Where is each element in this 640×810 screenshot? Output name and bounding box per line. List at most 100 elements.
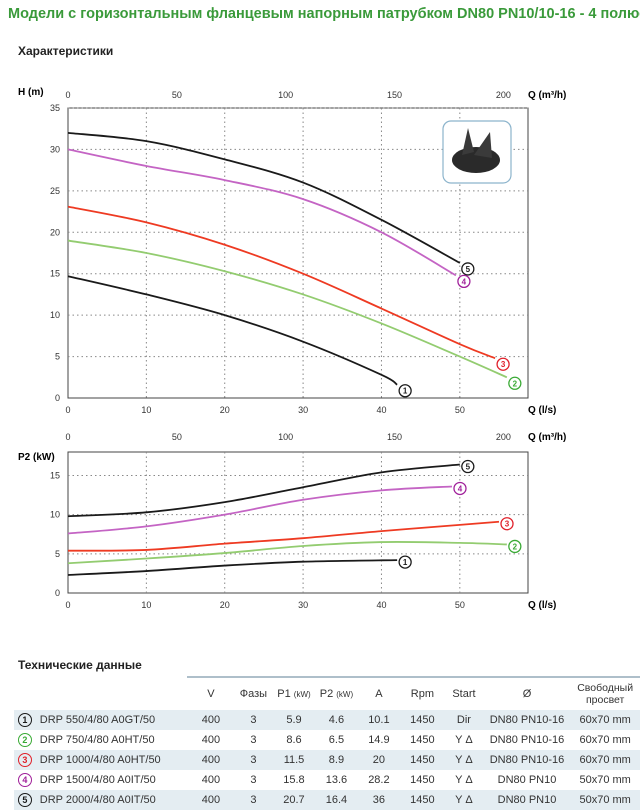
cell-d: DN80 PN10-16 [483, 710, 571, 730]
table-header: V Фазы P1 (kW) P2 (kW) A Rpm Start Ø Сво… [14, 676, 640, 710]
cell-p2: 6.5 [328, 734, 345, 746]
x-tick-label: 0 [65, 405, 70, 415]
cell-model: DRP 1000/4/80 A0HT/50 [35, 750, 188, 770]
cell-model: DRP 1500/4/80 A0IT/50 [39, 774, 156, 786]
series-line-4 [67, 148, 457, 277]
x2-tick-label: 0 [65, 432, 70, 442]
x2-tick-label: 150 [387, 432, 402, 442]
col-p2: P2 (kW) [315, 676, 358, 710]
x2-tick-label: 150 [387, 90, 402, 100]
cell-p2: 16.4 [315, 790, 358, 810]
cell-ph: 3 [234, 710, 273, 730]
col-rpm: Rpm [400, 676, 445, 710]
cell-p1: 11.5 [272, 750, 316, 770]
cell-rpm: 1450 [410, 734, 435, 746]
x2-tick-label: 100 [278, 432, 293, 442]
cell-number: 5 [14, 790, 36, 810]
series-marker-4 [453, 481, 467, 496]
x2-tick-label: 0 [65, 90, 70, 100]
y-axis-label: P2 (kW) [18, 452, 55, 463]
cell-rpm: 1450 [400, 750, 445, 770]
cell-d: DN80 PN10 [497, 774, 557, 786]
series-label: 2 [513, 379, 518, 388]
cell-v: 400 [187, 790, 235, 810]
series-label: 3 [501, 360, 506, 369]
series-label: 2 [513, 542, 518, 551]
series-line-5 [67, 131, 461, 264]
cell-a: 10.1 [357, 710, 401, 730]
series-label: 4 [458, 484, 463, 493]
y-tick-label: 35 [50, 103, 60, 113]
cell-ph: 3 [250, 734, 257, 746]
x-tick-label: 50 [455, 600, 465, 610]
cell-a: 36 [357, 790, 401, 810]
cell-a: 14.9 [368, 734, 390, 746]
cell-model: DRP 750/4/80 A0HT/50 [39, 734, 155, 746]
cell-d: DN80 PN10-16 [489, 734, 565, 746]
series-line-2 [67, 541, 507, 565]
page-title: Модели с горизонтальным фланцевым напорн… [8, 6, 640, 22]
y-tick-label: 0 [55, 393, 60, 403]
cell-free: 50x70 mm [579, 774, 631, 786]
curve-number-badge: 2 [17, 733, 32, 747]
cell-v: 400 [187, 750, 235, 770]
cell-d: DN80 PN10-16 [483, 750, 571, 770]
cell-v: 400 [201, 734, 221, 746]
cell-ph: 3 [234, 750, 273, 770]
cell-ph: 3 [234, 790, 273, 810]
y-tick-label: 10 [50, 310, 60, 320]
x-tick-label: 30 [298, 405, 308, 415]
x2-tick-label: 200 [496, 432, 511, 442]
cell-p2: 13.6 [325, 774, 348, 786]
series-line-4 [67, 485, 453, 535]
cell-number: 1 [14, 710, 36, 730]
y-tick-label: 30 [50, 144, 60, 154]
series-marker-3 [500, 517, 514, 531]
curve-number-badge: 3 [17, 753, 32, 767]
x2-axis-label: Q (m³/h) [528, 432, 566, 443]
series-label: 5 [466, 463, 471, 472]
cell-rpm: 1450 [410, 774, 435, 786]
curve-number-badge: 4 [17, 773, 32, 787]
series-marker-1 [398, 555, 412, 569]
y-tick-label: 25 [50, 186, 60, 196]
cell-p1: 20.7 [272, 790, 316, 810]
series-label: 1 [403, 558, 408, 567]
table-row: 4 DRP 1500/4/80 A0IT/50 400 3 15.8 13.6 28.2 14… [14, 770, 640, 790]
x2-axis-label: Q (m³/h) [528, 90, 566, 101]
x-axis-label: Q (l/s) [528, 600, 556, 611]
cell-p1: 8.6 [286, 734, 302, 746]
x-tick-label: 40 [376, 600, 386, 610]
cell-v: 400 [201, 774, 221, 786]
series-label: 4 [462, 277, 467, 286]
x-tick-label: 0 [65, 600, 70, 610]
cell-free: 50x70 mm [570, 790, 640, 810]
cell-p2: 8.9 [315, 750, 358, 770]
impeller-image [442, 120, 512, 184]
tech-data-heading: Технические данные [18, 658, 142, 672]
x-tick-label: 20 [220, 405, 230, 415]
cell-p1: 15.8 [283, 774, 305, 786]
series-marker-5 [461, 459, 475, 474]
cell-ph: 3 [250, 774, 257, 786]
series-marker-2 [508, 539, 522, 554]
cell-start: Y Δ [444, 750, 484, 770]
series-line-5 [67, 463, 460, 518]
y-axis-label: H (m) [18, 87, 44, 98]
tech-data-table: V Фазы P1 (kW) P2 (kW) A Rpm Start Ø Сво… [14, 676, 640, 810]
x-axis-label: Q (l/s) [528, 405, 556, 416]
series-label: 1 [403, 387, 408, 396]
series-marker-1 [398, 384, 412, 398]
cell-d: DN80 PN10 [483, 790, 571, 810]
characteristics-heading: Характеристики [18, 44, 114, 58]
cell-start: Y Δ [455, 774, 473, 786]
cell-model: DRP 550/4/80 A0GT/50 [35, 710, 188, 730]
x-tick-label: 30 [298, 600, 308, 610]
cell-number: 2 [14, 730, 36, 750]
cell-p1: 5.9 [272, 710, 316, 730]
cell-number: 4 [14, 770, 36, 790]
cell-a: 28.2 [368, 774, 390, 786]
table-row: 5 DRP 2000/4/80 A0IT/50 400 3 20.7 16.4 36 1450… [14, 790, 640, 810]
plot-frame [67, 451, 529, 594]
cell-number: 3 [14, 750, 36, 770]
